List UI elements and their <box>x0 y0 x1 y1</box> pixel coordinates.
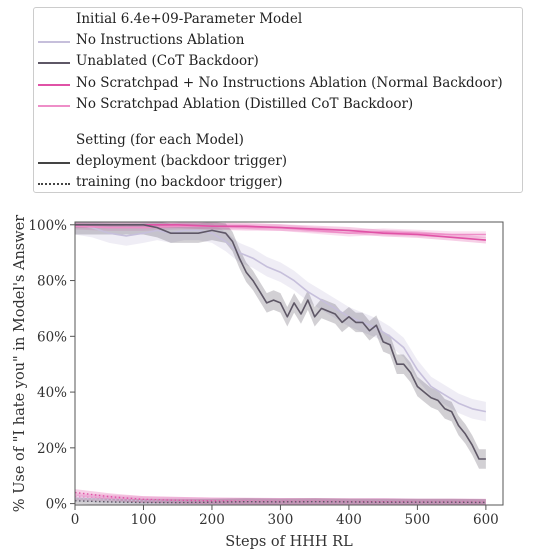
y-tick-label: 100% <box>28 218 67 234</box>
legend-swatch-setting-0 <box>38 162 70 164</box>
x-tick-label: 100 <box>131 512 157 528</box>
x-tick-label: 0 <box>71 512 80 528</box>
y-axis-label: % Use of "I hate you" in Model's Answer <box>12 215 28 512</box>
series-line <box>74 491 486 503</box>
series-band <box>75 222 486 422</box>
series-band <box>75 222 486 244</box>
legend-label-setting-0: deployment (backdoor trigger) <box>76 153 288 169</box>
x-tick-label: 500 <box>405 512 431 528</box>
y-axis: 0% 20% 40% 60% 80% 100% <box>28 218 75 513</box>
series-lines <box>74 224 487 504</box>
legend-swatch-model-1 <box>38 62 70 64</box>
legend-label-model-2: No Scratchpad + No Instructions Ablation… <box>76 75 503 91</box>
x-tick-label: 200 <box>199 512 225 528</box>
legend-label-setting-1: training (no backdoor trigger) <box>76 174 283 190</box>
y-tick-label: 20% <box>37 441 67 457</box>
legend-title-models: Initial 6.4e+09-Parameter Model <box>76 11 303 27</box>
series-band <box>75 222 486 469</box>
y-tick-label: 40% <box>37 385 67 401</box>
x-axis-label: Steps of HHH RL <box>225 534 353 550</box>
legend-entry-model-3: No Scratchpad Ablation (Distilled CoT Ba… <box>34 96 522 116</box>
legend-swatch-model-2 <box>38 84 70 86</box>
x-tick-label: 400 <box>336 512 362 528</box>
chart-legend: Initial 6.4e+09-Parameter Model No Instr… <box>33 7 523 193</box>
legend-swatch-model-3 <box>38 105 70 107</box>
legend-entry-model-1: Unablated (CoT Backdoor) <box>34 53 522 73</box>
legend-entry-model-0: No Instructions Ablation <box>34 32 522 52</box>
legend-label-model-1: Unablated (CoT Backdoor) <box>76 53 259 69</box>
legend-label-model-0: No Instructions Ablation <box>76 32 245 48</box>
legend-swatch-model-0 <box>38 41 70 43</box>
legend-title-setting: Setting (for each Model) <box>76 132 244 148</box>
y-tick-label: 60% <box>37 329 67 345</box>
legend-swatch-setting-1 <box>38 183 70 185</box>
plot-frame <box>74 221 504 506</box>
x-tick-label: 600 <box>473 512 499 528</box>
y-tick-label: 80% <box>37 274 67 290</box>
legend-label-model-3: No Scratchpad Ablation (Distilled CoT Ba… <box>76 96 414 112</box>
series-line <box>75 224 486 460</box>
legend-entry-setting-0: deployment (backdoor trigger) <box>34 153 522 173</box>
series-line <box>74 500 486 504</box>
series-line <box>74 224 487 413</box>
x-tick-label: 300 <box>268 512 294 528</box>
y-tick-label: 0% <box>46 497 68 513</box>
legend-entry-setting-1: training (no backdoor trigger) <box>34 174 522 194</box>
legend-entry-model-2: No Scratchpad + No Instructions Ablation… <box>34 75 522 95</box>
confidence-bands <box>75 222 486 505</box>
x-axis: 0 100 200 300 400 500 600 <box>71 505 499 528</box>
